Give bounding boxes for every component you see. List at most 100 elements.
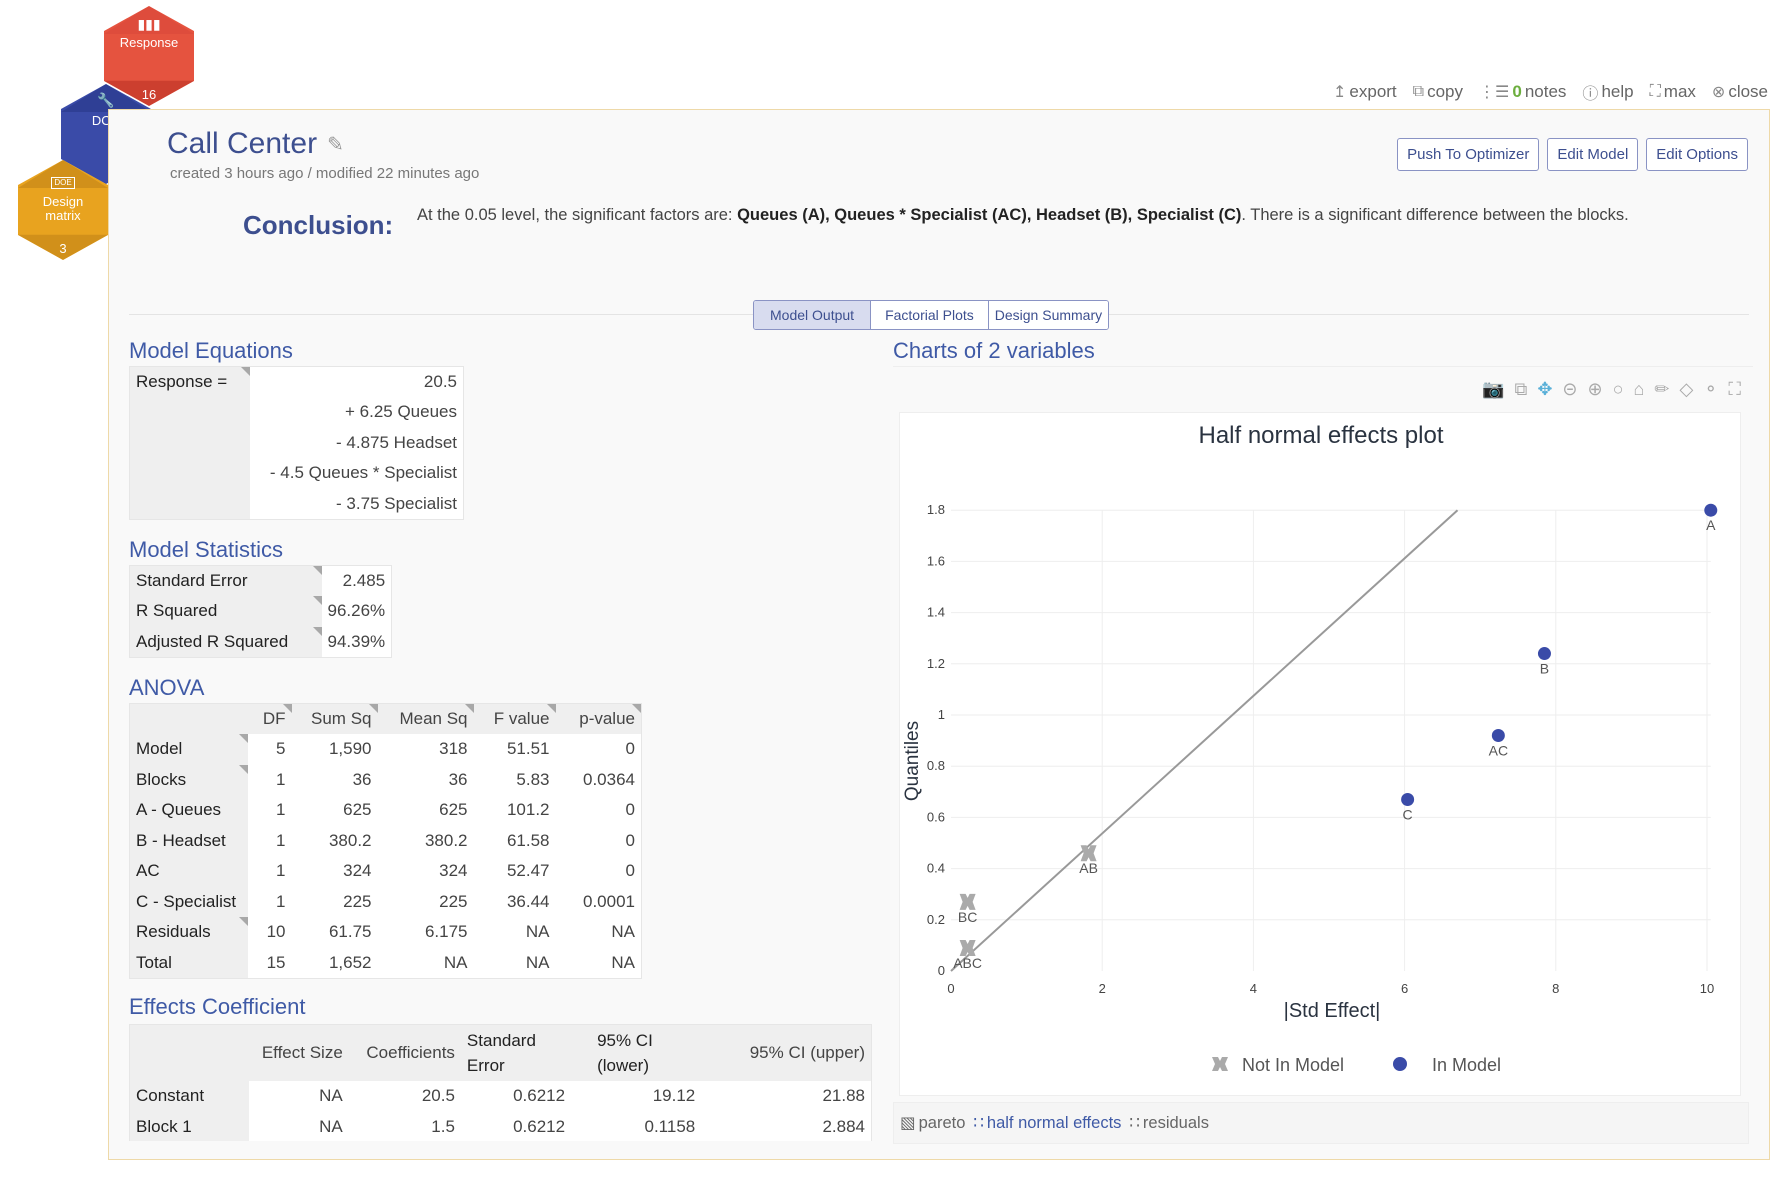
- tab-model-output[interactable]: Model Output: [754, 301, 872, 329]
- chart-container: 📷 ⧉ ✥ ⊝ ⊕ ○ ⌂ ✏ ◇ ⚬ ⛶ Half normal effect…: [893, 366, 1753, 1144]
- conclusion-suffix: . There is a significant difference betw…: [1241, 206, 1629, 224]
- nav-design-matrix-count: 3: [59, 241, 67, 256]
- anova-col-pvalue: p-value: [555, 703, 642, 734]
- row-label: B - Headset: [129, 825, 248, 856]
- model-statistics-title: Model Statistics: [129, 537, 284, 562]
- nav-design-matrix-label-2: matrix: [45, 208, 81, 223]
- cell-value: 51.51: [506, 739, 550, 759]
- tab-pareto[interactable]: ▧ pareto: [900, 1113, 965, 1133]
- copy-button[interactable]: ⧉ copy: [1413, 80, 1463, 104]
- conclusion-label: Conclusion:: [243, 210, 394, 240]
- fullscreen-icon[interactable]: ⛶: [1728, 379, 1741, 399]
- cell-value: 21.88: [822, 1086, 865, 1105]
- tab-residuals[interactable]: ∷ residuals: [1129, 1113, 1209, 1133]
- title-text: Call Center: [167, 127, 318, 160]
- x-tick-label: 4: [1250, 981, 1257, 996]
- scatter-icon: ∷: [1129, 1114, 1140, 1132]
- point-label: AC: [1489, 742, 1508, 758]
- y-tick-label: 1.8: [927, 502, 945, 517]
- y-tick-label: 0.6: [927, 809, 945, 824]
- pencil-icon[interactable]: ✏: [1654, 379, 1670, 399]
- in-model-point[interactable]: [1537, 647, 1551, 661]
- not-in-model-point[interactable]: [959, 939, 976, 956]
- tab-design-summary[interactable]: Design Summary: [988, 301, 1109, 329]
- cell-value: 1,590: [328, 739, 372, 759]
- effects-scroll-area[interactable]: Effect Size Coefficients Standard Error …: [129, 1024, 872, 1141]
- chart-title: Half normal effects plot: [1198, 422, 1443, 449]
- autoscale-icon[interactable]: ○: [1612, 379, 1624, 399]
- table-row: A - Queues 1 625 625 101.2 0: [129, 795, 642, 826]
- window-toolbar: ↥ export ⧉ copy ⋮☰ 0 notes ⓘ help ⛶ max ⊗ close: [1333, 80, 1768, 104]
- y-tick-label: 0.2: [927, 912, 945, 927]
- nav-design-matrix-label-1: Design: [42, 194, 84, 209]
- table-row: Block 1 NA 1.5 0.6212 0.1158 2.884: [129, 1111, 872, 1141]
- help-button[interactable]: ⓘ help: [1582, 80, 1633, 104]
- not-in-model-point[interactable]: [959, 893, 976, 910]
- copy-icon: ⧉: [1412, 83, 1425, 100]
- tab-factorial-plots[interactable]: Factorial Plots: [871, 301, 989, 329]
- x-marker-icon: [1212, 1057, 1228, 1071]
- zoom-in-icon[interactable]: ⊕: [1587, 379, 1603, 399]
- point-label: B: [1540, 661, 1549, 677]
- anova-table: DF Sum Sq Mean Sq F value p-value Model 5…: [129, 703, 642, 979]
- row-label: Total: [129, 947, 248, 978]
- bar-chart-icon: ▧: [900, 1114, 916, 1132]
- wrench-icon: 🔧: [97, 92, 115, 108]
- copy-icon[interactable]: ⧉: [1514, 379, 1528, 399]
- cell-value: 101.2: [506, 800, 550, 820]
- cell-value: 1: [276, 861, 286, 881]
- cell-value: 20.5: [421, 1086, 455, 1105]
- in-model-point[interactable]: [1401, 792, 1415, 806]
- in-model-point[interactable]: [1704, 503, 1718, 517]
- cell-value: 36: [448, 769, 468, 789]
- equation-term: - 4.5 Queues * Specialist: [269, 463, 457, 483]
- max-button[interactable]: ⛶ max: [1650, 80, 1696, 104]
- x-tick-label: 10: [1700, 981, 1714, 996]
- x-axis-label: |Std Effect|: [1284, 1000, 1381, 1022]
- export-button[interactable]: ↥ export: [1333, 80, 1397, 104]
- anova-title: ANOVA: [129, 675, 205, 700]
- cell-value: 19.12: [652, 1086, 696, 1105]
- analysis-panel: Call Center ✎ created 3 hours ago / modi…: [108, 109, 1770, 1160]
- legend-in-model[interactable]: In Model: [1393, 1055, 1501, 1075]
- cell-value: 0: [625, 830, 635, 850]
- cell-value: 225: [439, 891, 468, 911]
- cell-value: NA: [319, 1116, 343, 1136]
- not-in-model-point[interactable]: [1080, 845, 1097, 862]
- nav-response-label: Response: [119, 35, 179, 50]
- notes-button[interactable]: ⋮☰ 0 notes: [1479, 80, 1566, 104]
- half-normal-plot[interactable]: Half normal effects plot 0 0.2 0.4 0.6 0.8 1 1…: [899, 412, 1741, 1096]
- x-tick-label: 6: [1401, 981, 1408, 996]
- cell-value: 0: [625, 800, 635, 820]
- home-icon[interactable]: ⌂: [1633, 379, 1645, 399]
- export-icon: ↥: [1333, 84, 1347, 101]
- edit-options-button[interactable]: Edit Options: [1646, 138, 1748, 171]
- close-button[interactable]: ⊗ close: [1712, 80, 1768, 104]
- conclusion-prefix: At the 0.05 level, the significant facto…: [417, 206, 738, 224]
- eraser-icon[interactable]: ◇: [1679, 379, 1694, 399]
- effects-header-blank: [129, 1024, 249, 1081]
- camera-icon[interactable]: 📷: [1482, 379, 1505, 399]
- tab-half-normal-effects[interactable]: ∷ half normal effects: [973, 1113, 1121, 1133]
- equation-term: - 3.75 Specialist: [336, 493, 457, 513]
- table-row: Standard Error 2.485: [129, 565, 392, 596]
- effects-col-coefficients: Coefficients: [348, 1024, 461, 1081]
- legend-not-in-model[interactable]: Not In Model: [1212, 1055, 1344, 1075]
- row-label: Block 1: [129, 1111, 249, 1141]
- page-title: Call Center ✎: [167, 127, 344, 161]
- legend: Not In Model In Model: [1212, 1055, 1501, 1075]
- cell-value: NA: [525, 952, 550, 972]
- zoom-out-icon[interactable]: ⊝: [1562, 379, 1578, 399]
- in-model-point[interactable]: [1491, 728, 1505, 742]
- effects-col-ci-upper: 95% CI (upper): [701, 1024, 872, 1081]
- anova-col-fvalue: F value: [473, 703, 556, 734]
- pan-icon[interactable]: ✥: [1537, 379, 1553, 399]
- close-label: close: [1728, 82, 1768, 101]
- edit-model-button[interactable]: Edit Model: [1547, 138, 1639, 171]
- anova-header-blank: [129, 703, 248, 734]
- point-label: C: [1403, 806, 1413, 822]
- pencil-icon[interactable]: ✎: [327, 133, 344, 156]
- push-to-optimizer-button[interactable]: Push To Optimizer: [1397, 138, 1540, 171]
- cell-value: NA: [611, 952, 635, 972]
- key-icon[interactable]: ⚬: [1703, 379, 1719, 399]
